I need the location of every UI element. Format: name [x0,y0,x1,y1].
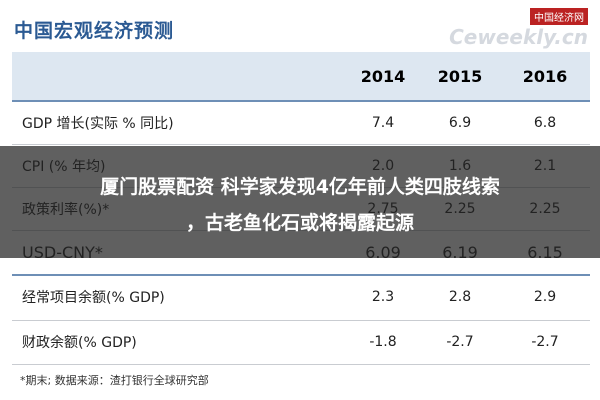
column-header: 2016 [522,66,568,86]
cell-value: -2.7 [446,334,474,350]
watermark-badge: 中国经济网 [530,8,588,25]
column-header: 2015 [437,66,483,86]
row-label: 财政余额(% GDP) [22,335,137,351]
row-label: GDP 增长(实际 % 同比) [22,116,174,132]
cell-value: 6.8 [533,115,557,131]
row-label: 经常项目余额(% GDP) [22,290,165,306]
cell-value: 7.4 [371,115,395,131]
table-row: GDP 增长(实际 % 同比) 7.4 6.9 6.8 [12,102,590,145]
watermark: 中国经济网 Ceweekly.cn [449,6,588,49]
caption-band [0,146,600,258]
title: 中国宏观经济预测 [14,20,175,42]
table-header: 2014 2015 2016 [12,52,590,102]
watermark-text: Ceweekly.cn [449,25,588,49]
footnote: *期末; 数据来源：渣打银行全球研究部 [20,374,209,387]
cell-value: 2.8 [448,289,472,305]
table-row: 经常项目余额(% GDP) 2.3 2.8 2.9 [12,274,590,321]
caption-line: ，古老鱼化石或将揭露起源 [185,212,414,234]
column-header: 2014 [360,66,406,86]
cell-value: 2.9 [533,289,557,305]
cell-value: 2.3 [371,289,395,305]
table-row: 财政余额(% GDP) -1.8 -2.7 -2.7 [12,320,590,365]
caption-line: 厦门股票配资 科学家发现4亿年前人类四肢线索 [100,176,500,198]
cell-value: -1.8 [369,334,397,350]
cell-value: -2.7 [531,334,559,350]
cell-value: 6.9 [448,115,472,131]
